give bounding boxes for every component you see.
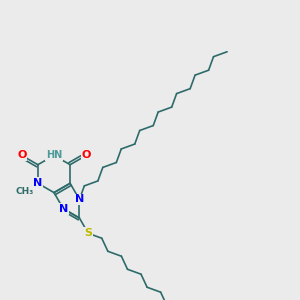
Text: HN: HN [46,150,62,161]
Text: O: O [82,150,91,161]
Text: CH₃: CH₃ [15,187,33,196]
Text: O: O [17,150,26,161]
Text: N: N [33,178,43,188]
Text: N: N [75,194,84,204]
Text: N: N [59,204,68,214]
Text: S: S [84,228,92,238]
